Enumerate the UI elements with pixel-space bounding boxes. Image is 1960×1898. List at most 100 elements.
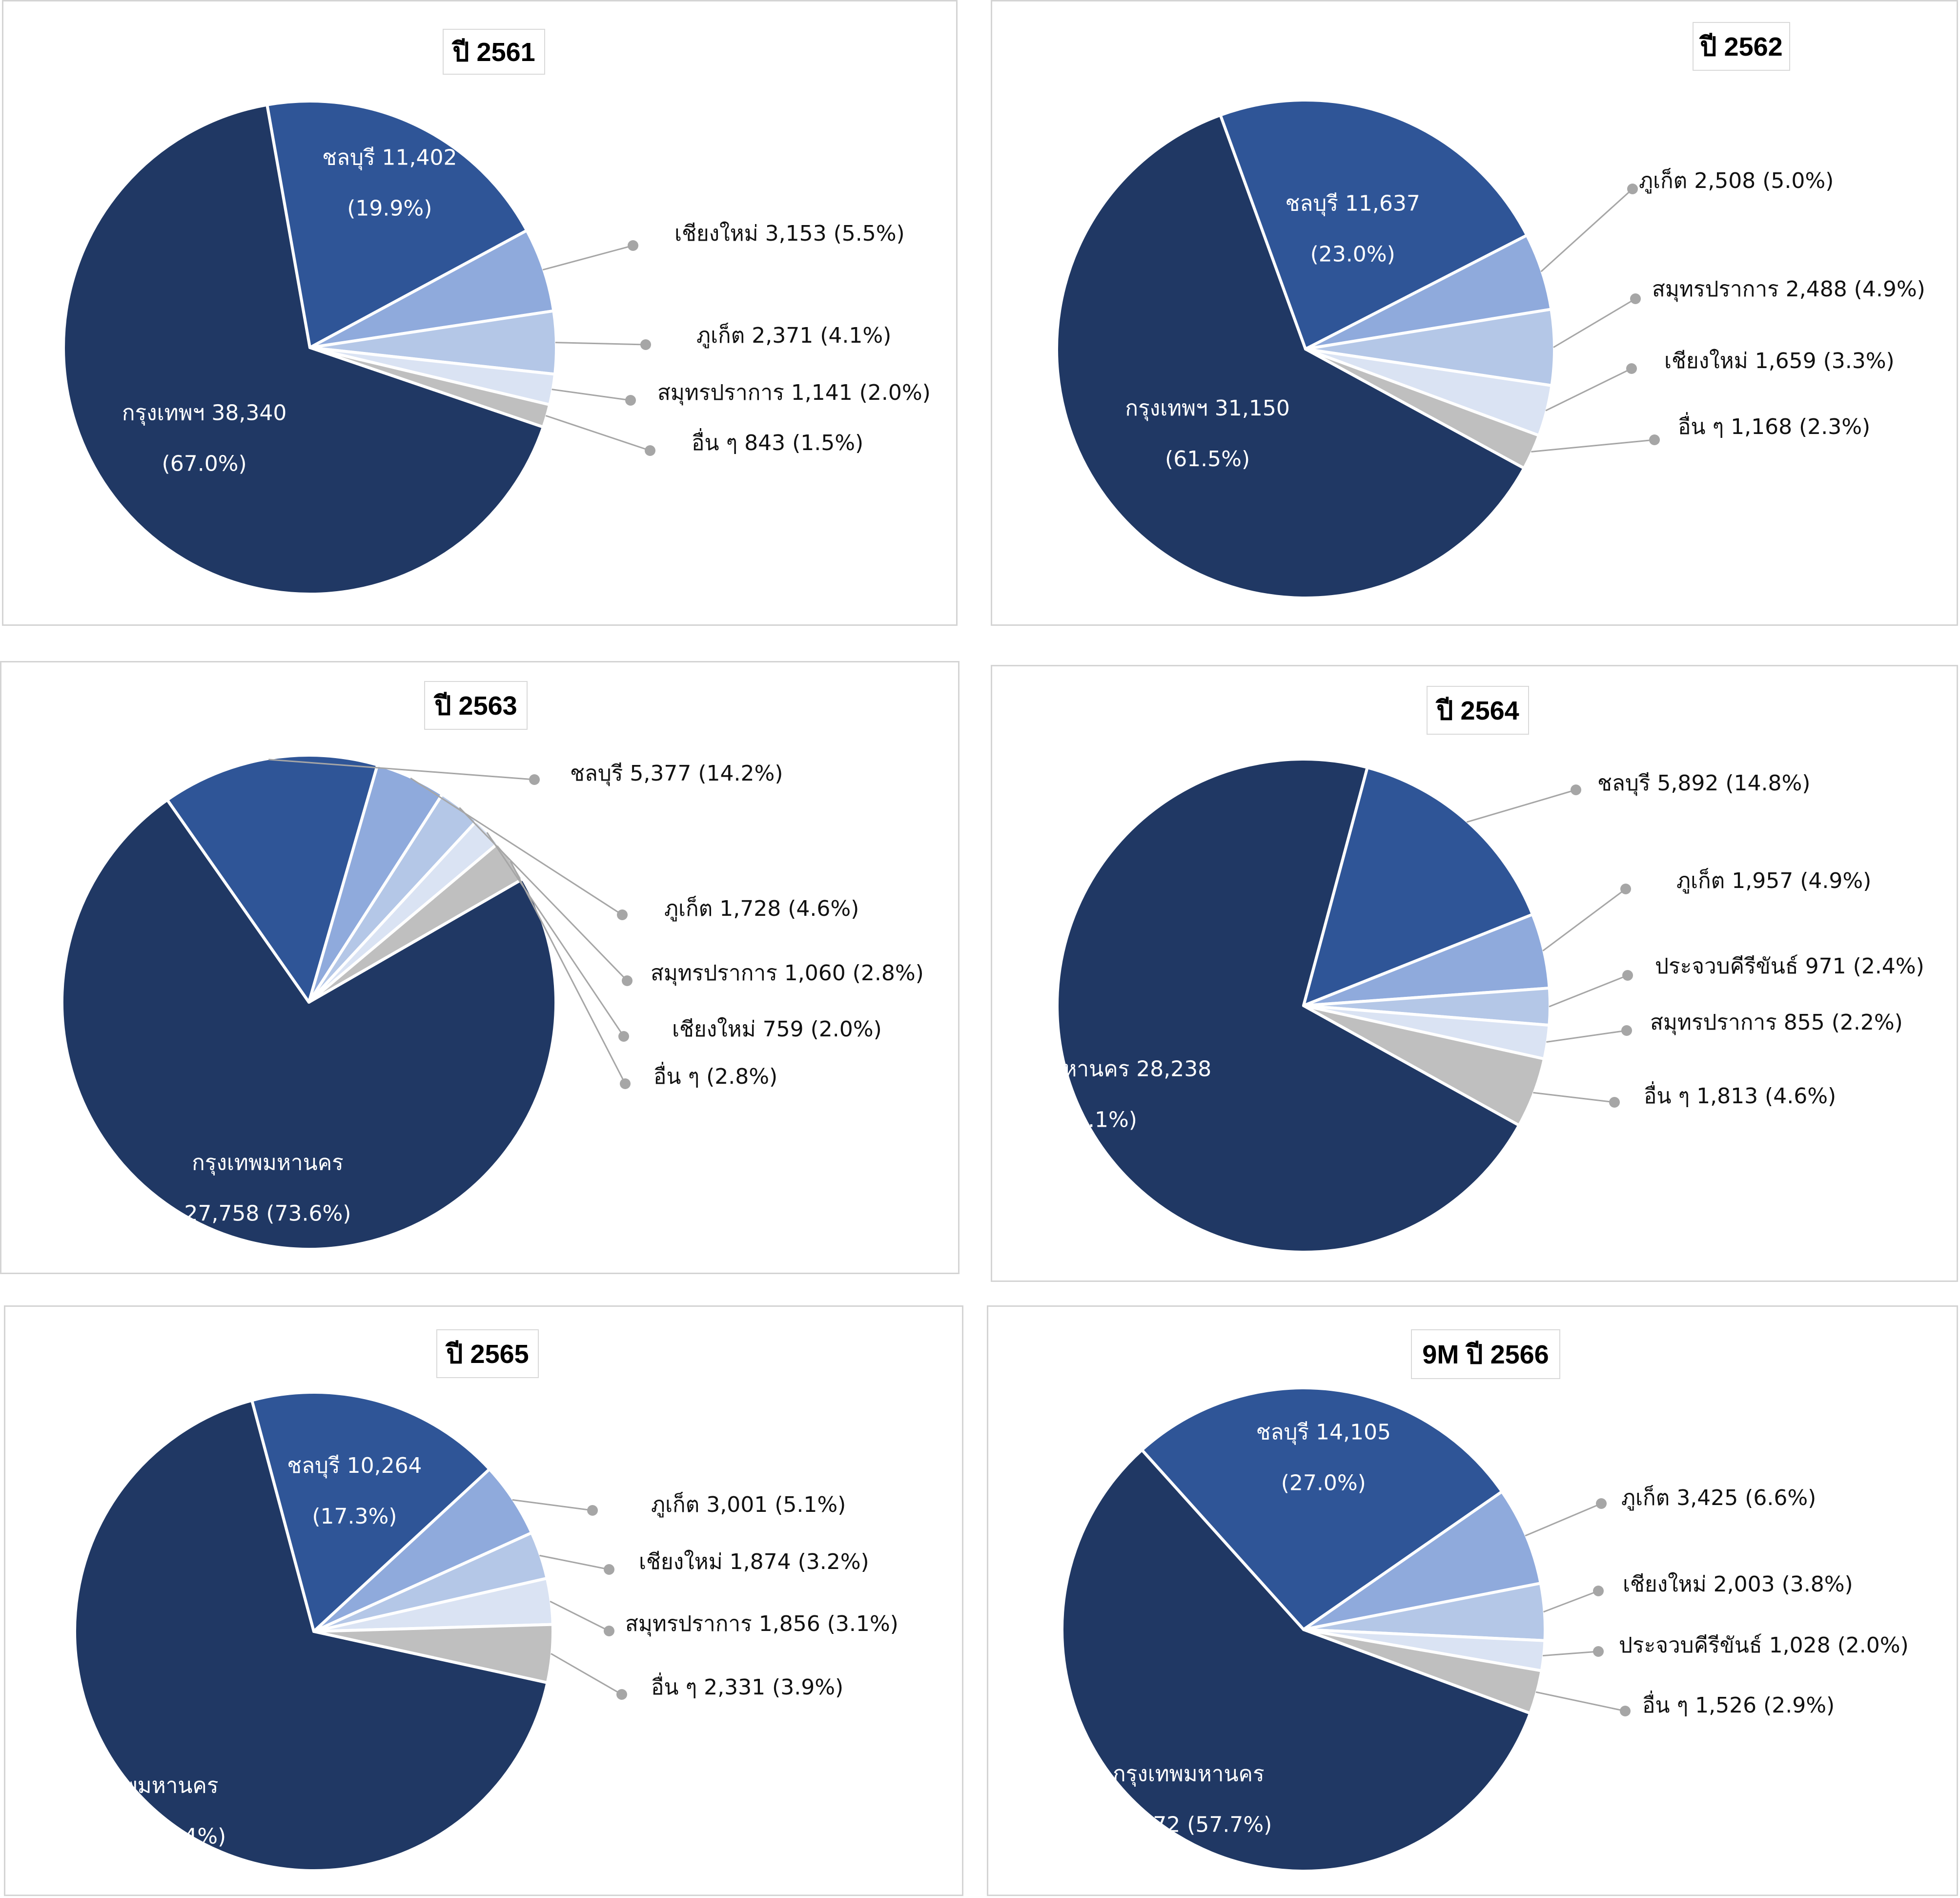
leader-line: [268, 759, 535, 781]
slice-label: สมุทรปราการ 1,141 (2.0%): [657, 380, 931, 406]
slice-label: อื่น ๆ (2.8%): [653, 1061, 777, 1089]
pie-slice: [1219, 99, 1529, 351]
slice-label: ภูเก็ต 2,508 (5.0%): [1639, 168, 1834, 194]
leader-dot: [616, 1689, 627, 1700]
pie-slice: [62, 103, 545, 596]
slice-label: เชียงใหม่ 3,153 (5.5%): [674, 221, 905, 246]
slice-label: ชลบุรี 11,402: [322, 145, 457, 170]
pie-panel-2565: กรุงเทพมหานคร 39,936 (67.4%) ชลบุรี 10,264…: [4, 1305, 963, 1896]
pie-slice: [250, 1391, 491, 1633]
leader-line: [1543, 1590, 1599, 1613]
leader-line: [551, 389, 631, 401]
slice-label: อื่น ๆ 1,813 (4.6%): [1644, 1081, 1836, 1109]
leader-dot: [604, 1626, 614, 1636]
slice-label: กรุงเทพมหานคร: [192, 1151, 344, 1176]
pie-panel-2562: กรุงเทพฯ 31,150 (61.5%) ชลบุรี 11,637 (23.0…: [991, 0, 1958, 626]
chart-title: ปี 2563: [424, 681, 528, 730]
pie-chart: กรุงเทพมหานคร 30,172 (57.7%) ชลบุรี 14,105…: [1061, 1386, 1909, 1873]
leader-line: [512, 1499, 593, 1511]
slice-label: ประจวบคีรีขันธ์ 971 (2.4%): [1655, 954, 1924, 979]
leader-line: [555, 342, 646, 346]
pie-panel-2566: กรุงเทพมหานคร 30,172 (57.7%) ชลบุรี 14,105…: [987, 1305, 1958, 1896]
leader-dot: [1620, 884, 1631, 894]
leader-dot: [1571, 784, 1581, 795]
slice-label: ภูเก็ต 1,728 (4.6%): [664, 896, 859, 922]
slice-label: อื่น ๆ 843 (1.5%): [692, 428, 863, 455]
pie-panel-2564: กรุงเทพมหานคร 28,238 (71.1%) ชลบุรี 5,892 …: [991, 665, 1958, 1282]
chart-title: ปี 2562: [1693, 22, 1790, 71]
leader-dot: [645, 445, 655, 456]
leader-dot: [1620, 1706, 1631, 1716]
slice-label: (67.0%): [162, 451, 247, 476]
pie-slice: [1061, 1448, 1532, 1873]
leader-line: [459, 807, 628, 982]
leader-dot: [1627, 184, 1638, 194]
leader-line: [1540, 188, 1633, 272]
slice-label: ภูเก็ต 3,001 (5.1%): [651, 1492, 846, 1518]
leader-line: [1542, 888, 1626, 951]
leader-dot: [625, 395, 636, 406]
pie-chart: กรุงเทพมหานคร 28,238 (71.1%) ชลบุรี 5,892 …: [992, 758, 1924, 1254]
pie-slice: [73, 1399, 549, 1872]
slice-label: (19.9%): [347, 196, 432, 221]
leader-dot: [587, 1505, 598, 1516]
leader-dot: [1626, 363, 1637, 374]
slice-label: กรุงเทพฯ 31,150: [1125, 396, 1289, 421]
slice-label: สมุทรปราการ 855 (2.2%): [1650, 1010, 1903, 1035]
slice-label: ชลบุรี 5,892 (14.8%): [1597, 771, 1810, 796]
slice-label: กรุงเทพมหานคร 28,238: [992, 1057, 1211, 1082]
leader-line: [1549, 974, 1628, 1008]
leader-dot: [1649, 434, 1660, 445]
slice-label: อื่น ๆ 2,331 (3.9%): [651, 1672, 843, 1700]
leader-dot: [617, 909, 628, 920]
leader-dot: [1621, 1025, 1632, 1036]
slice-label: เชียงใหม่ 2,003 (3.8%): [1623, 1572, 1853, 1597]
leader-line: [1545, 368, 1632, 412]
slice-label: สมุทรปราการ 1,060 (2.8%): [651, 961, 924, 986]
leader-line: [550, 1600, 610, 1632]
slice-label: ภูเก็ต 2,371 (4.1%): [696, 323, 891, 349]
leader-dot: [1609, 1097, 1620, 1108]
slice-label: (27.0%): [1281, 1470, 1366, 1495]
leader-line: [551, 1653, 622, 1695]
pie-chart: กรุงเทพฯ 31,150 (61.5%) ชลบุรี 11,637 (23.0…: [1055, 99, 1925, 599]
pie-slice: [1140, 1386, 1504, 1631]
chart-title: ปี 2561: [443, 29, 545, 75]
pie-chart: กรุงเทพฯ 38,340 (67.0%) ชลบุรี 11,402 (19.9…: [62, 100, 931, 596]
pie-slice: [265, 100, 529, 349]
slice-label: ภูเก็ต 3,425 (6.6%): [1621, 1485, 1816, 1511]
pie-slice: [165, 754, 379, 1004]
pie-chart: กรุงเทพมหานคร 39,936 (67.4%) ชลบุรี 10,264…: [59, 1391, 898, 1872]
leader-line: [410, 777, 623, 916]
leader-line: [1546, 1030, 1627, 1043]
leader-dot: [1622, 970, 1633, 981]
leader-line: [510, 861, 626, 1084]
leader-line: [1535, 1691, 1626, 1712]
leader-line: [545, 415, 651, 452]
pie-chart: กรุงเทพมหานคร 27,758 (73.6%) ชลบุรี 5,377 …: [61, 754, 924, 1251]
slice-label: เชียงใหม่ 1,874 (3.2%): [639, 1549, 869, 1574]
slice-label: 30,172 (57.7%): [1105, 1813, 1272, 1837]
pie-panel-2563: กรุงเทพมหานคร 27,758 (73.6%) ชลบุรี 5,377 …: [0, 661, 960, 1274]
slice-label: กรุงเทพมหานคร: [1113, 1762, 1265, 1787]
slice-label: สมุทรปราการ 1,856 (3.1%): [625, 1611, 898, 1637]
chart-title: 9M ปี 2566: [1411, 1329, 1560, 1379]
leader-dot: [622, 975, 633, 986]
leader-dot: [1596, 1498, 1607, 1509]
leader-line: [486, 832, 625, 1037]
pie-panel-2561: กรุงเทพฯ 38,340 (67.0%) ชลบุรี 11,402 (19.9…: [2, 0, 958, 626]
slice-label: เชียงใหม่ 759 (2.0%): [672, 1017, 882, 1042]
slice-label: สมุทรปราการ 2,488 (4.9%): [1652, 277, 1925, 302]
slice-label: อื่น ๆ 1,168 (2.3%): [1678, 412, 1870, 439]
slice-label: 39,936 (67.4%): [59, 1824, 226, 1849]
leader-dot: [604, 1564, 614, 1575]
leader-dot: [620, 1078, 631, 1089]
leader-dot: [1630, 293, 1641, 304]
slice-label: กรุงเทพมหานคร: [67, 1773, 219, 1798]
leader-line: [1531, 439, 1655, 453]
pie-slice: [1056, 758, 1521, 1254]
slice-label: ประจวบคีรีขันธ์ 1,028 (2.0%): [1619, 1633, 1909, 1658]
leader-line: [1525, 1503, 1602, 1537]
leader-dot: [529, 774, 540, 785]
leader-dot: [628, 240, 638, 251]
